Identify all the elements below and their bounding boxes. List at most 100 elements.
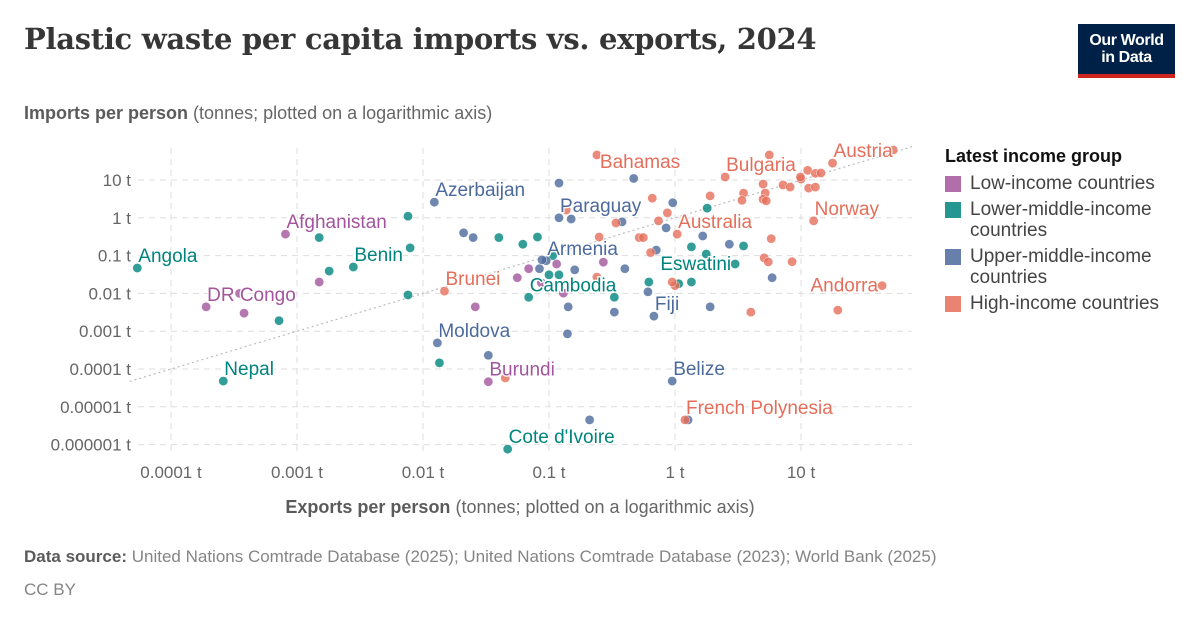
data-label[interactable]: Australia	[677, 211, 754, 235]
data-label[interactable]: Azerbaijan	[434, 179, 526, 203]
data-point[interactable]	[702, 203, 712, 213]
data-point[interactable]	[785, 182, 795, 192]
data-point[interactable]	[432, 338, 443, 348]
legend-item-lower-middle-income[interactable]: Lower-middle-income countries	[945, 199, 1195, 241]
data-label[interactable]: Moldova	[437, 320, 512, 344]
data-point[interactable]	[761, 196, 772, 206]
data-point[interactable]	[554, 212, 564, 223]
data-point[interactable]	[403, 211, 413, 222]
data-point[interactable]	[667, 277, 677, 287]
data-point[interactable]	[274, 315, 284, 326]
data-point[interactable]	[730, 259, 740, 269]
data-point[interactable]	[609, 307, 620, 317]
data-point[interactable]	[324, 266, 334, 276]
data-label[interactable]: Paraguay	[559, 195, 643, 219]
data-point[interactable]	[816, 168, 826, 178]
data-point[interactable]	[532, 232, 543, 242]
data-point[interactable]	[667, 197, 678, 208]
data-point[interactable]	[234, 288, 245, 299]
data-point[interactable]	[810, 182, 821, 192]
data-point[interactable]	[686, 277, 697, 287]
data-point[interactable]	[429, 197, 440, 207]
data-point[interactable]	[720, 172, 730, 182]
data-point[interactable]	[563, 302, 573, 312]
data-point[interactable]	[551, 259, 562, 269]
data-point[interactable]	[795, 172, 806, 182]
data-label[interactable]: Benin	[353, 244, 404, 268]
data-label[interactable]: Eswatini	[659, 253, 732, 277]
data-point[interactable]	[592, 150, 602, 160]
data-point[interactable]	[746, 307, 756, 317]
data-point[interactable]	[523, 263, 534, 274]
data-point[interactable]	[483, 350, 494, 361]
data-point[interactable]	[758, 179, 768, 189]
data-label[interactable]: Angola	[137, 245, 199, 269]
data-point[interactable]	[653, 216, 664, 226]
license[interactable]: CC BY	[24, 580, 76, 599]
data-point[interactable]	[439, 286, 450, 296]
data-point[interactable]	[561, 205, 572, 215]
data-source-text[interactable]: United Nations Comtrade Database (2025);…	[131, 547, 937, 566]
data-label[interactable]: Fiji	[654, 293, 681, 317]
data-point[interactable]	[434, 358, 445, 368]
data-label[interactable]: Austria	[832, 140, 894, 164]
data-point[interactable]	[518, 239, 528, 250]
data-label[interactable]: Cambodia	[528, 274, 618, 298]
data-point[interactable]	[686, 242, 697, 252]
data-point[interactable]	[554, 178, 564, 188]
data-point[interactable]	[500, 373, 511, 383]
data-point[interactable]	[609, 292, 620, 303]
data-point[interactable]	[562, 329, 573, 339]
data-point[interactable]	[584, 415, 595, 425]
data-point[interactable]	[662, 208, 673, 218]
data-point[interactable]	[494, 232, 504, 243]
data-label[interactable]: Cote d'Ivoire	[507, 426, 616, 450]
data-point[interactable]	[638, 232, 649, 243]
data-label[interactable]: Andorra	[809, 274, 880, 298]
data-point[interactable]	[667, 376, 677, 386]
data-point[interactable]	[558, 288, 569, 298]
data-point[interactable]	[767, 272, 777, 283]
data-label[interactable]: Nepal	[223, 358, 275, 382]
data-point[interactable]	[483, 376, 494, 387]
data-point[interactable]	[470, 302, 481, 312]
data-point[interactable]	[737, 195, 747, 206]
data-point[interactable]	[592, 272, 602, 282]
data-label[interactable]: Afghanistan	[285, 211, 388, 235]
data-point[interactable]	[680, 415, 690, 425]
data-label[interactable]: Norway	[813, 198, 880, 222]
data-point[interactable]	[512, 272, 523, 283]
data-point[interactable]	[705, 191, 715, 201]
data-point[interactable]	[620, 263, 630, 274]
data-point[interactable]	[544, 270, 554, 280]
legend-item-high-income[interactable]: High-income countries	[945, 293, 1195, 314]
data-point[interactable]	[468, 232, 478, 243]
data-point[interactable]	[566, 214, 576, 224]
data-point[interactable]	[348, 262, 359, 272]
legend-item-upper-middle-income[interactable]: Upper-middle-income countries	[945, 246, 1195, 288]
data-point[interactable]	[643, 287, 653, 297]
data-point[interactable]	[738, 241, 749, 251]
data-label[interactable]: Bulgaria	[725, 154, 798, 178]
data-point[interactable]	[808, 216, 819, 226]
data-label[interactable]: DR Congo	[206, 284, 297, 308]
data-point[interactable]	[827, 158, 838, 168]
data-point[interactable]	[787, 256, 797, 267]
owid-logo[interactable]: Our World in Data	[1078, 24, 1175, 78]
data-label[interactable]: Brunei	[444, 268, 501, 292]
data-point[interactable]	[701, 249, 712, 259]
data-point[interactable]	[280, 229, 291, 239]
data-point[interactable]	[569, 265, 580, 275]
data-point[interactable]	[523, 292, 534, 303]
data-point[interactable]	[628, 173, 639, 184]
data-point[interactable]	[697, 231, 708, 241]
data-point[interactable]	[314, 277, 324, 287]
data-point[interactable]	[705, 302, 715, 312]
data-point[interactable]	[547, 250, 558, 261]
data-point[interactable]	[877, 280, 887, 291]
data-point[interactable]	[661, 223, 671, 233]
data-point[interactable]	[218, 376, 229, 386]
data-point[interactable]	[764, 150, 775, 160]
data-point[interactable]	[458, 228, 469, 238]
data-point[interactable]	[647, 193, 658, 204]
